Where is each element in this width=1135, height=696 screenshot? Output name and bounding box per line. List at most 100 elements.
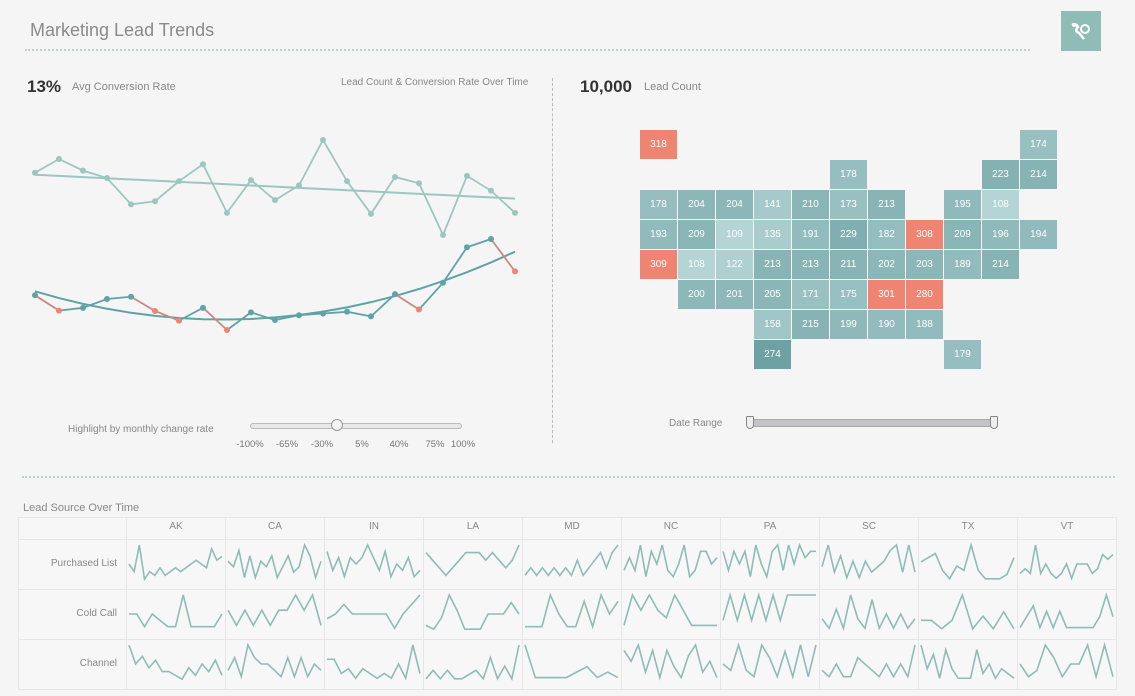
map-state-mt[interactable]: 204 [716,190,753,219]
lead-count-point[interactable] [32,292,38,299]
conversion-point[interactable] [32,169,38,176]
map-state-wy[interactable]: 109 [716,220,753,249]
map-state-ms[interactable]: 199 [830,310,867,339]
map-state-pa[interactable]: 308 [906,220,943,249]
conversion-point[interactable] [224,209,230,216]
map-state-az[interactable]: 200 [678,280,715,309]
map-state-nj[interactable]: 209 [944,220,981,249]
map-state-wv[interactable]: 202 [868,250,905,279]
lead-count-point[interactable] [440,279,446,286]
conversion-point[interactable] [176,178,182,185]
conversion-point[interactable] [128,201,134,208]
date-range-end-handle[interactable] [990,416,998,429]
lead-count-point[interactable] [224,327,230,333]
lead-count-point[interactable] [368,313,374,320]
conversion-point[interactable] [80,167,86,174]
map-state-ks[interactable]: 205 [754,280,791,309]
lead-count-point[interactable] [296,312,302,319]
conversion-point[interactable] [152,198,158,205]
map-state-ok[interactable]: 158 [754,310,791,339]
map-state-nh[interactable]: 214 [1020,160,1057,189]
conversion-point[interactable] [368,210,374,217]
map-state-ia[interactable]: 191 [792,220,829,249]
map-state-nv[interactable]: 209 [678,220,715,249]
conversion-point[interactable] [56,156,62,162]
map-state-sc[interactable]: 280 [906,280,943,309]
lead-count-point[interactable] [344,308,350,315]
lead-count-point[interactable] [320,310,326,317]
map-state-ma[interactable]: 108 [982,190,1019,219]
map-state-nc[interactable]: 301 [868,280,905,309]
map-state-mi[interactable]: 213 [868,190,905,219]
lead-count-segment [178,307,204,322]
map-state-oh[interactable]: 182 [868,220,905,249]
lead-count-point[interactable] [176,317,182,324]
conversion-point[interactable] [392,173,398,180]
date-range-track[interactable] [750,419,998,427]
map-state-ct[interactable]: 196 [982,220,1019,249]
lead-count-point[interactable] [512,268,518,275]
column-header-la: LA [423,518,522,690]
conversion-point[interactable] [344,178,350,185]
map-state-tx[interactable]: 274 [754,340,791,369]
lead-count-point[interactable] [152,307,158,314]
map-state-nd[interactable]: 141 [754,190,791,219]
lead-count-point[interactable] [272,317,278,324]
conversion-point[interactable] [200,161,206,168]
conversion-point[interactable] [416,180,422,187]
map-state-id[interactable]: 204 [678,190,715,219]
map-state-ny[interactable]: 195 [944,190,981,219]
map-state-ga[interactable]: 188 [906,310,943,339]
lead-count-point[interactable] [200,304,206,311]
conversion-point[interactable] [464,172,470,179]
map-state-wi[interactable]: 178 [830,160,867,189]
map-state-il[interactable]: 173 [830,190,867,219]
conversion-point[interactable] [248,177,254,184]
highlight-slider-track[interactable] [250,423,462,429]
lead-count-point[interactable] [56,307,62,314]
map-state-nm[interactable]: 201 [716,280,753,309]
map-state-co[interactable]: 122 [716,250,753,279]
map-state-tn[interactable]: 175 [830,280,867,309]
map-state-al[interactable]: 190 [868,310,905,339]
map-state-ar[interactable]: 171 [792,280,829,309]
lead-count-point[interactable] [248,309,254,316]
map-state-me[interactable]: 174 [1020,130,1057,159]
map-state-la[interactable]: 215 [792,310,829,339]
map-state-md[interactable]: 189 [944,250,981,279]
lead-count-point[interactable] [464,244,470,251]
scissors-logo-icon[interactable] [1061,11,1101,51]
conversion-point[interactable] [104,175,110,181]
map-state-mn[interactable]: 210 [792,190,829,219]
conversion-point[interactable] [440,232,446,238]
highlight-slider-thumb[interactable] [330,419,343,431]
map-state-mo[interactable]: 213 [792,250,829,279]
lead-count-point[interactable] [392,291,398,298]
conversion-point[interactable] [512,209,518,216]
lead-count-point[interactable] [488,236,494,242]
map-state-ri[interactable]: 194 [1020,220,1057,249]
map-state-fl[interactable]: 179 [944,340,981,369]
map-state-or[interactable]: 193 [640,220,677,249]
map-state-ca[interactable]: 309 [640,250,677,279]
map-state-sd[interactable]: 135 [754,220,791,249]
conversion-point[interactable] [488,187,494,194]
map-state-de[interactable]: 214 [982,250,1019,279]
conversion-point[interactable] [320,137,326,143]
lead-count-point[interactable] [416,306,422,313]
map-state-ak[interactable]: 318 [640,130,677,159]
lead-count-point[interactable] [80,304,86,311]
lead-count-segment [130,295,156,312]
map-state-vt[interactable]: 223 [982,160,1019,189]
lead-count-point[interactable] [104,296,110,303]
map-state-va[interactable]: 203 [906,250,943,279]
map-state-ky[interactable]: 211 [830,250,867,279]
map-state-ne[interactable]: 213 [754,250,791,279]
map-state-wa[interactable]: 178 [640,190,677,219]
conversion-point[interactable] [296,182,302,189]
lead-count-point[interactable] [128,293,134,300]
map-state-ut[interactable]: 108 [678,250,715,279]
map-state-in[interactable]: 229 [830,220,867,249]
date-range-start-handle[interactable] [746,416,754,429]
conversion-point[interactable] [272,197,278,204]
